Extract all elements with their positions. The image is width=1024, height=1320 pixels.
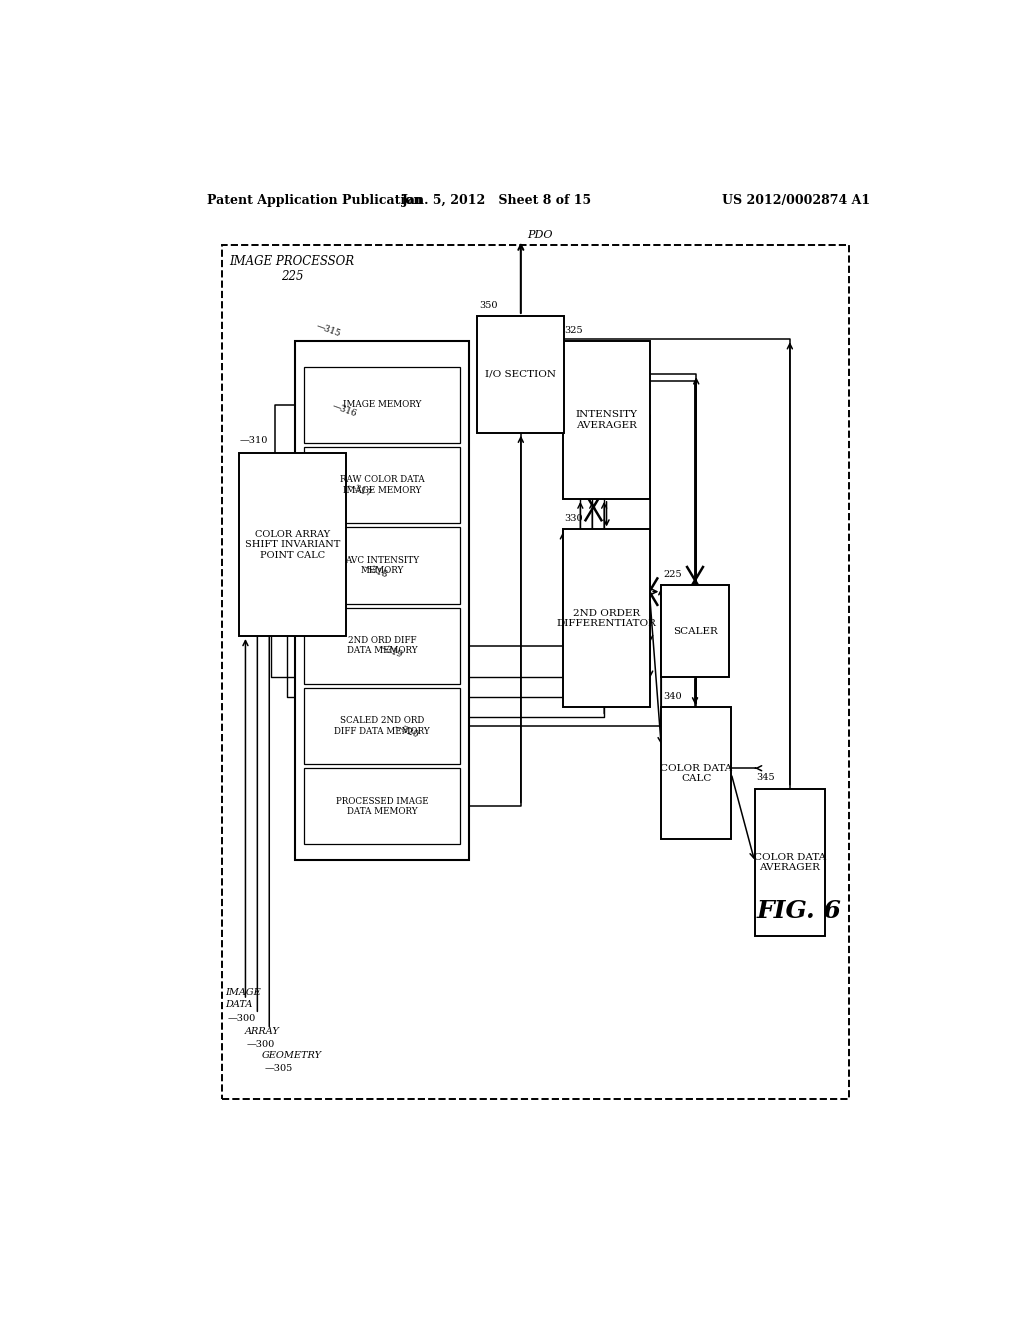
Text: —315: —315 <box>315 321 342 338</box>
FancyBboxPatch shape <box>662 708 731 840</box>
Text: DATA: DATA <box>225 1001 253 1008</box>
FancyBboxPatch shape <box>240 453 346 636</box>
Text: 345: 345 <box>757 774 775 783</box>
Text: —300: —300 <box>247 1040 275 1049</box>
Text: Jan. 5, 2012   Sheet 8 of 15: Jan. 5, 2012 Sheet 8 of 15 <box>402 194 592 207</box>
Text: 225: 225 <box>663 570 682 579</box>
Text: 2ND ORDER
DIFFERENTIATOR: 2ND ORDER DIFFERENTIATOR <box>557 609 656 628</box>
Text: —320: —320 <box>392 722 420 739</box>
Text: —310: —310 <box>240 436 267 445</box>
Text: —317: —317 <box>346 482 374 499</box>
Text: IMAGE: IMAGE <box>225 987 261 997</box>
Text: RAW COLOR DATA
IMAGE MEMORY: RAW COLOR DATA IMAGE MEMORY <box>340 475 424 495</box>
Text: SCALER: SCALER <box>673 627 718 635</box>
FancyBboxPatch shape <box>563 342 650 499</box>
Text: COLOR DATA
AVERAGER: COLOR DATA AVERAGER <box>754 853 826 873</box>
Text: ARRAY: ARRAY <box>245 1027 280 1036</box>
Text: —319: —319 <box>377 643 404 660</box>
Text: 325: 325 <box>564 326 583 335</box>
FancyBboxPatch shape <box>304 528 460 603</box>
Text: AVC INTENSITY
MEMORY: AVC INTENSITY MEMORY <box>345 556 419 576</box>
Text: 2ND ORD DIFF
DATA MEMORY: 2ND ORD DIFF DATA MEMORY <box>347 636 417 656</box>
Text: PROCESSED IMAGE
DATA MEMORY: PROCESSED IMAGE DATA MEMORY <box>336 797 428 816</box>
Text: —316: —316 <box>331 401 357 418</box>
Text: COLOR DATA
CALC: COLOR DATA CALC <box>660 764 732 783</box>
Text: PDO: PDO <box>527 230 553 240</box>
Text: FIG. 6: FIG. 6 <box>756 899 841 923</box>
FancyBboxPatch shape <box>304 688 460 764</box>
FancyBboxPatch shape <box>755 788 824 936</box>
Text: Patent Application Publication: Patent Application Publication <box>207 194 423 207</box>
FancyBboxPatch shape <box>304 768 460 845</box>
Text: I/O SECTION: I/O SECTION <box>485 370 556 379</box>
Text: —318: —318 <box>361 562 389 579</box>
FancyBboxPatch shape <box>295 342 469 859</box>
Text: COLOR ARRAY
SHIFT INVARIANT
POINT CALC: COLOR ARRAY SHIFT INVARIANT POINT CALC <box>245 529 340 560</box>
Text: IMAGE MEMORY: IMAGE MEMORY <box>343 400 421 409</box>
Text: INTENSITY
AVERAGER: INTENSITY AVERAGER <box>575 411 638 430</box>
Text: —300: —300 <box>228 1014 256 1023</box>
Text: GEOMETRY: GEOMETRY <box>261 1051 322 1060</box>
Text: SCALED 2ND ORD
DIFF DATA MEMORY: SCALED 2ND ORD DIFF DATA MEMORY <box>334 717 430 735</box>
Text: 350: 350 <box>479 301 498 310</box>
FancyBboxPatch shape <box>477 315 564 433</box>
FancyBboxPatch shape <box>563 529 650 708</box>
Text: —305: —305 <box>264 1064 293 1073</box>
Text: 340: 340 <box>663 692 682 701</box>
Text: IMAGE PROCESSOR
225: IMAGE PROCESSOR 225 <box>229 255 354 282</box>
FancyBboxPatch shape <box>304 447 460 523</box>
Text: 330: 330 <box>564 515 583 523</box>
FancyBboxPatch shape <box>304 607 460 684</box>
FancyBboxPatch shape <box>662 585 729 677</box>
Text: US 2012/0002874 A1: US 2012/0002874 A1 <box>722 194 870 207</box>
FancyBboxPatch shape <box>304 367 460 444</box>
